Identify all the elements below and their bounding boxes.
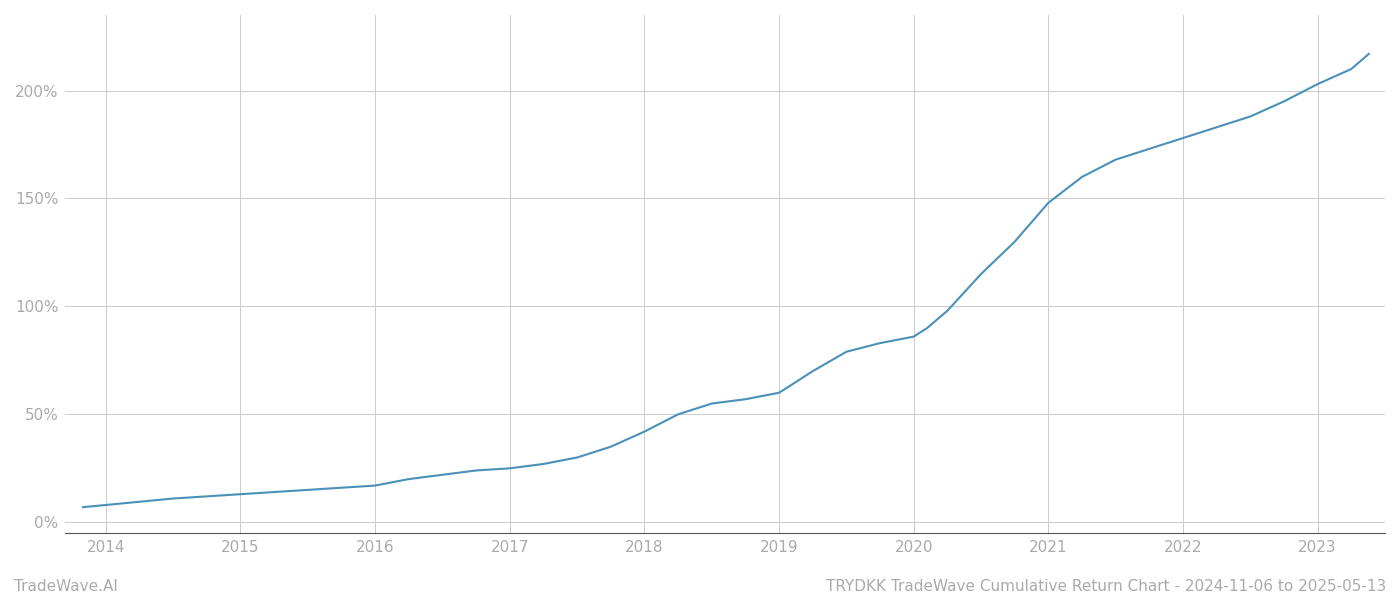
Text: TradeWave.AI: TradeWave.AI xyxy=(14,579,118,594)
Text: TRYDKK TradeWave Cumulative Return Chart - 2024-11-06 to 2025-05-13: TRYDKK TradeWave Cumulative Return Chart… xyxy=(826,579,1386,594)
